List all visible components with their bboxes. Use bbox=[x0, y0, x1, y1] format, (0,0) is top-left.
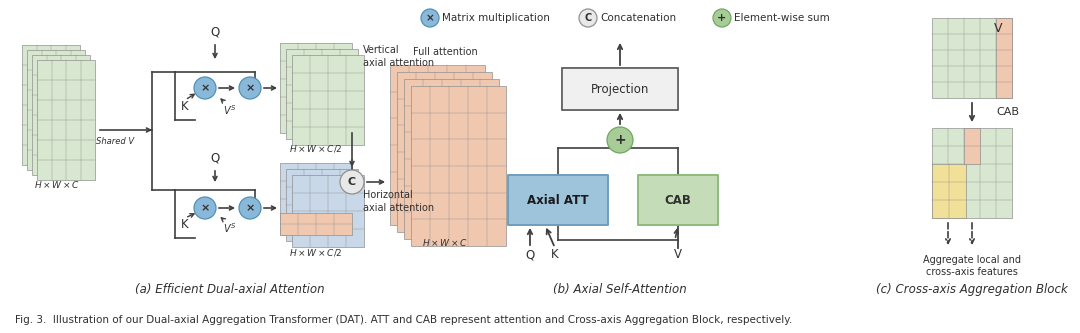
Circle shape bbox=[340, 170, 364, 194]
Bar bbox=[397, 72, 492, 232]
Circle shape bbox=[713, 9, 731, 27]
Text: $H\times W\times C$: $H\times W\times C$ bbox=[422, 236, 468, 247]
Text: axial attention: axial attention bbox=[363, 203, 434, 213]
Bar bbox=[292, 55, 364, 145]
Text: $V^S$: $V^S$ bbox=[224, 103, 237, 117]
Circle shape bbox=[239, 77, 261, 99]
Text: $H\times W\times C/2$: $H\times W\times C/2$ bbox=[289, 247, 342, 258]
Text: $H\times W\times C/2$: $H\times W\times C/2$ bbox=[289, 143, 342, 154]
Circle shape bbox=[194, 77, 216, 99]
Text: Full attention: Full attention bbox=[413, 47, 477, 57]
Text: ×: × bbox=[426, 13, 434, 23]
Circle shape bbox=[607, 127, 633, 153]
Text: Axial ATT: Axial ATT bbox=[527, 193, 589, 206]
Bar bbox=[390, 65, 485, 225]
Text: $H\times W\times C$: $H\times W\times C$ bbox=[33, 179, 80, 190]
Bar bbox=[964, 128, 980, 164]
Bar bbox=[280, 43, 352, 133]
Text: ×: × bbox=[245, 83, 255, 93]
Text: axial attention: axial attention bbox=[363, 58, 434, 68]
Bar bbox=[932, 128, 1012, 218]
Bar bbox=[932, 164, 966, 218]
Text: +: + bbox=[717, 13, 727, 23]
Text: Q: Q bbox=[211, 152, 219, 165]
Text: Element-wise sum: Element-wise sum bbox=[734, 13, 829, 23]
Bar bbox=[411, 86, 507, 246]
Bar bbox=[286, 49, 357, 139]
Circle shape bbox=[421, 9, 438, 27]
Text: (b) Axial Self-Attention: (b) Axial Self-Attention bbox=[553, 283, 687, 296]
Text: $V^S$: $V^S$ bbox=[224, 221, 237, 235]
Text: cross-axis features: cross-axis features bbox=[926, 267, 1018, 277]
Text: (a) Efficient Dual-axial Attention: (a) Efficient Dual-axial Attention bbox=[135, 283, 325, 296]
Bar bbox=[32, 55, 90, 175]
Text: C: C bbox=[584, 13, 592, 23]
Bar bbox=[280, 213, 352, 235]
FancyBboxPatch shape bbox=[508, 175, 608, 225]
FancyBboxPatch shape bbox=[638, 175, 718, 225]
Text: ×: × bbox=[200, 83, 210, 93]
Text: C: C bbox=[348, 177, 356, 187]
Bar bbox=[37, 60, 95, 180]
Bar bbox=[996, 18, 1012, 98]
Text: Matrix multiplication: Matrix multiplication bbox=[442, 13, 550, 23]
Text: Aggregate local and: Aggregate local and bbox=[923, 255, 1021, 265]
Text: CAB: CAB bbox=[664, 193, 691, 206]
Text: Concatenation: Concatenation bbox=[600, 13, 676, 23]
Bar bbox=[22, 45, 80, 165]
Text: K: K bbox=[551, 248, 558, 261]
Bar bbox=[27, 50, 85, 170]
Bar bbox=[280, 163, 352, 235]
Bar bbox=[404, 79, 499, 239]
Circle shape bbox=[194, 197, 216, 219]
Bar bbox=[286, 169, 357, 241]
Circle shape bbox=[579, 9, 597, 27]
Text: Q: Q bbox=[211, 26, 219, 39]
FancyBboxPatch shape bbox=[562, 68, 678, 110]
Text: CAB: CAB bbox=[997, 107, 1020, 117]
Text: K: K bbox=[181, 218, 189, 231]
Text: V: V bbox=[674, 248, 681, 261]
Text: Vertical: Vertical bbox=[363, 45, 400, 55]
Text: ×: × bbox=[200, 203, 210, 213]
Text: Horizontal: Horizontal bbox=[363, 190, 413, 200]
Circle shape bbox=[239, 197, 261, 219]
Text: V: V bbox=[994, 22, 1002, 35]
Text: Shared V: Shared V bbox=[96, 138, 134, 147]
Text: +: + bbox=[615, 133, 625, 147]
Text: K: K bbox=[181, 100, 189, 113]
Text: ×: × bbox=[245, 203, 255, 213]
Text: Q: Q bbox=[525, 248, 535, 261]
Bar bbox=[932, 18, 1012, 98]
Text: (c) Cross-axis Aggregation Block: (c) Cross-axis Aggregation Block bbox=[876, 283, 1068, 296]
Bar bbox=[292, 175, 364, 247]
Text: Projection: Projection bbox=[591, 83, 649, 96]
Text: Fig. 3.  Illustration of our Dual-axial Aggregation Transformer (DAT). ATT and C: Fig. 3. Illustration of our Dual-axial A… bbox=[15, 315, 793, 325]
